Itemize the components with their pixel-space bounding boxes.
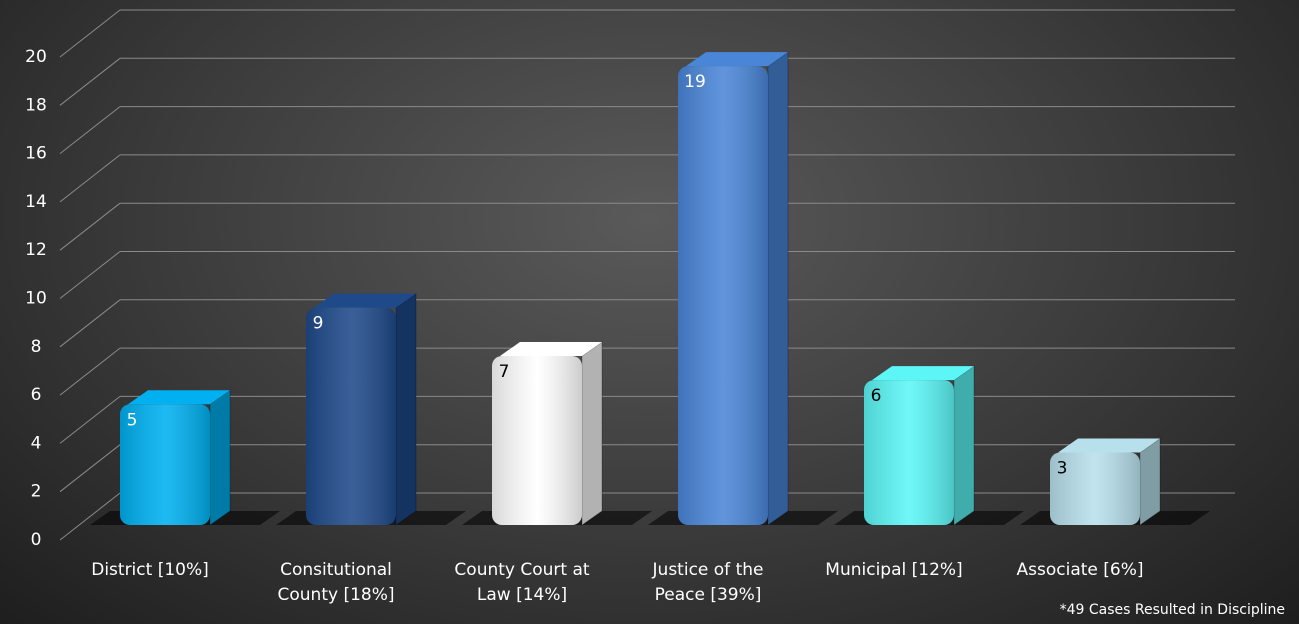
- y-tick-label: 14: [25, 192, 47, 212]
- grid-line: [59, 396, 121, 444]
- grid-line: [59, 202, 121, 251]
- y-tick-label: 2: [31, 482, 42, 502]
- bar-side-shade: [1140, 438, 1160, 525]
- grid-line: [59, 444, 121, 493]
- value-label: 9: [313, 314, 324, 334]
- grid-line: [59, 347, 121, 396]
- value-label: 6: [871, 386, 882, 406]
- bar-shine: [306, 307, 396, 525]
- grid-line: [59, 154, 121, 203]
- bar-side-shade: [582, 341, 602, 525]
- y-tick-label: 8: [31, 337, 42, 357]
- grid-line: [59, 9, 121, 58]
- bar-shine: [120, 404, 210, 525]
- bar-top: [1058, 438, 1160, 453]
- value-label: 5: [127, 410, 138, 430]
- value-label: 19: [684, 72, 706, 92]
- annotation: *49 Cases Resulted in Discipline: [1059, 602, 1285, 618]
- bar-side-shade: [768, 52, 788, 526]
- y-tick-label: 6: [31, 385, 42, 405]
- y-tick-label: 4: [31, 433, 42, 453]
- x-tick-label: Associate [6%]: [1016, 560, 1144, 580]
- grid-line: [59, 492, 121, 541]
- bar-top: [500, 341, 602, 356]
- bar-shine: [1050, 452, 1140, 525]
- bar-side-shade: [210, 390, 230, 525]
- bar-top: [686, 52, 788, 67]
- y-tick-label: 20: [25, 47, 47, 67]
- value-label: 3: [1057, 459, 1068, 479]
- bar-shine: [864, 380, 954, 525]
- y-tick-label: 0: [31, 530, 42, 550]
- x-tick-label: District [10%]: [91, 560, 209, 580]
- value-label: 7: [499, 362, 510, 382]
- bar-side-shade: [954, 366, 974, 525]
- bar-side-shade: [396, 293, 416, 525]
- grid-line: [59, 106, 121, 154]
- y-tick-label: 12: [25, 240, 47, 260]
- grid-line: [59, 251, 121, 299]
- x-tick-label: Justice of the Peace [39%]: [652, 560, 764, 605]
- x-tick-label: Municipal [12%]: [825, 560, 963, 580]
- y-tick-label: 18: [25, 95, 47, 115]
- bar-top: [872, 366, 974, 381]
- bar-shine: [678, 66, 768, 526]
- x-tick-label: Consitutional County [18%]: [277, 560, 395, 605]
- x-tick-label: County Court at Law [14%]: [454, 560, 590, 605]
- y-tick-label: 16: [25, 144, 47, 164]
- grid-line: [59, 299, 121, 348]
- y-tick-label: 10: [25, 289, 47, 309]
- bar-top: [314, 293, 416, 308]
- grid-line: [59, 57, 121, 106]
- bar-shine: [492, 355, 582, 525]
- bar-top: [128, 390, 230, 405]
